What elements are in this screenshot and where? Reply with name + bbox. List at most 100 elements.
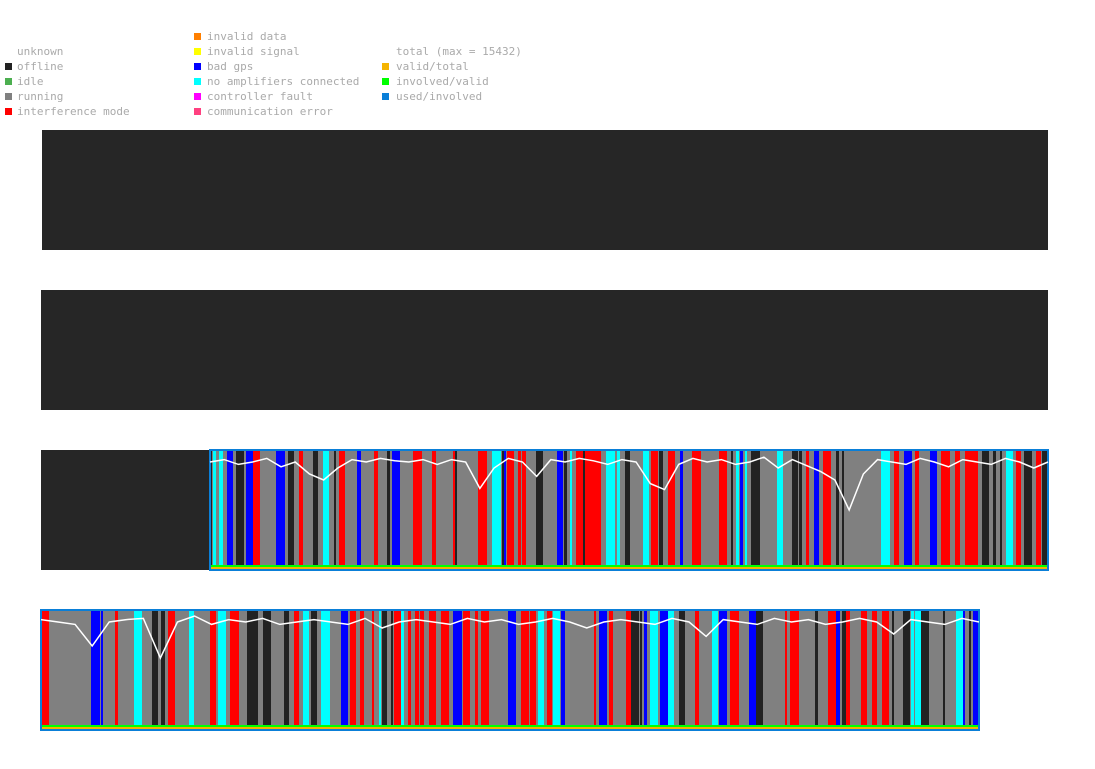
status-stripe (458, 450, 465, 570)
status-stripe (246, 450, 253, 570)
legend-swatch (194, 93, 201, 100)
status-stripe (263, 610, 271, 730)
status-stripe (536, 450, 543, 570)
status-stripe (289, 610, 291, 730)
legend-label: interference mode (17, 105, 130, 118)
status-stripe (861, 610, 867, 730)
status-stripe (366, 450, 372, 570)
status-stripe (921, 610, 929, 730)
status-stripe (387, 450, 390, 570)
status-stripe (576, 450, 583, 570)
status-stripe (379, 610, 381, 730)
status-stripe (679, 610, 685, 730)
status-stripe (806, 450, 809, 570)
status-stripe (522, 450, 526, 570)
status-stripe (803, 610, 812, 730)
status-stripe (521, 610, 529, 730)
status-stripe (413, 450, 422, 570)
status-stripe (240, 610, 247, 730)
status-stripe (303, 610, 309, 730)
status-stripe (453, 450, 455, 570)
status-stripe (502, 450, 504, 570)
status-stripe (860, 450, 869, 570)
status-stripe (561, 610, 565, 730)
status-stripe (382, 610, 387, 730)
status-stripe (659, 450, 663, 570)
status-stripe (357, 450, 361, 570)
status-stripe (1024, 450, 1032, 570)
status-stripe (668, 450, 675, 570)
status-stripe (792, 450, 798, 570)
legend-label: bad gps (207, 60, 253, 73)
status-stripe (189, 610, 194, 730)
status-stripe (836, 610, 840, 730)
status-stripe (617, 450, 620, 570)
status-stripe (161, 610, 165, 730)
status-stripe (594, 610, 596, 730)
status-stripe (341, 610, 348, 730)
status-stripe (842, 610, 846, 730)
status-stripe (394, 610, 401, 730)
status-stripe (790, 610, 799, 730)
status-stripe (828, 610, 836, 730)
status-stripe (719, 450, 727, 570)
status-stripe (776, 610, 783, 730)
status-stripe (974, 450, 978, 570)
used-border (40, 609, 980, 731)
status-stripe (683, 450, 688, 570)
status-stripe (842, 450, 844, 570)
status-stripe (547, 610, 552, 730)
status-stripe (631, 610, 639, 730)
status-stripe (851, 450, 858, 570)
status-stripe (538, 610, 544, 730)
status-stripe (710, 450, 716, 570)
status-stripe (101, 610, 103, 730)
status-stripe (892, 610, 894, 730)
status-stripe (91, 610, 100, 730)
status-stripe (247, 610, 256, 730)
status-stripe (587, 610, 593, 730)
status-stripe (712, 610, 718, 730)
legend-label: controller fault (207, 90, 313, 103)
status-stripe (507, 450, 514, 570)
status-stripe (210, 610, 216, 730)
status-stripe (253, 450, 260, 570)
status-stripe (72, 610, 77, 730)
status-stripe (585, 450, 592, 570)
status-stripe (218, 610, 226, 730)
status-stripe (478, 450, 487, 570)
status-stripe (168, 610, 175, 730)
status-stripe (785, 610, 787, 730)
status-stripe (265, 450, 273, 570)
status-stripe (1042, 450, 1048, 570)
status-stripe (756, 610, 763, 730)
panel (42, 130, 1048, 250)
status-stripe (911, 610, 914, 730)
status-stripe (553, 610, 560, 730)
status-stripe (197, 610, 205, 730)
status-stripe (583, 450, 585, 570)
status-stripe (915, 610, 921, 730)
status-stripe (973, 610, 979, 730)
legend-label: idle (17, 75, 44, 88)
status-stripe (881, 450, 890, 570)
used-border (209, 449, 1049, 571)
status-stripe (543, 450, 552, 570)
status-stripe (557, 450, 563, 570)
status-stripe (408, 610, 411, 730)
status-stripe (853, 610, 859, 730)
status-stripe (508, 610, 516, 730)
status-stripe (63, 610, 72, 730)
status-stripe (492, 450, 501, 570)
legend-swatch (5, 108, 12, 115)
status-stripe (1036, 450, 1041, 570)
status-stripe (219, 450, 223, 570)
status-stripe (969, 610, 971, 730)
status-stripe (915, 450, 919, 570)
status-stripe (475, 610, 478, 730)
legend-swatch (5, 78, 12, 85)
status-stripe (146, 610, 152, 730)
status-stripe (502, 610, 505, 730)
status-stripe (933, 610, 942, 730)
